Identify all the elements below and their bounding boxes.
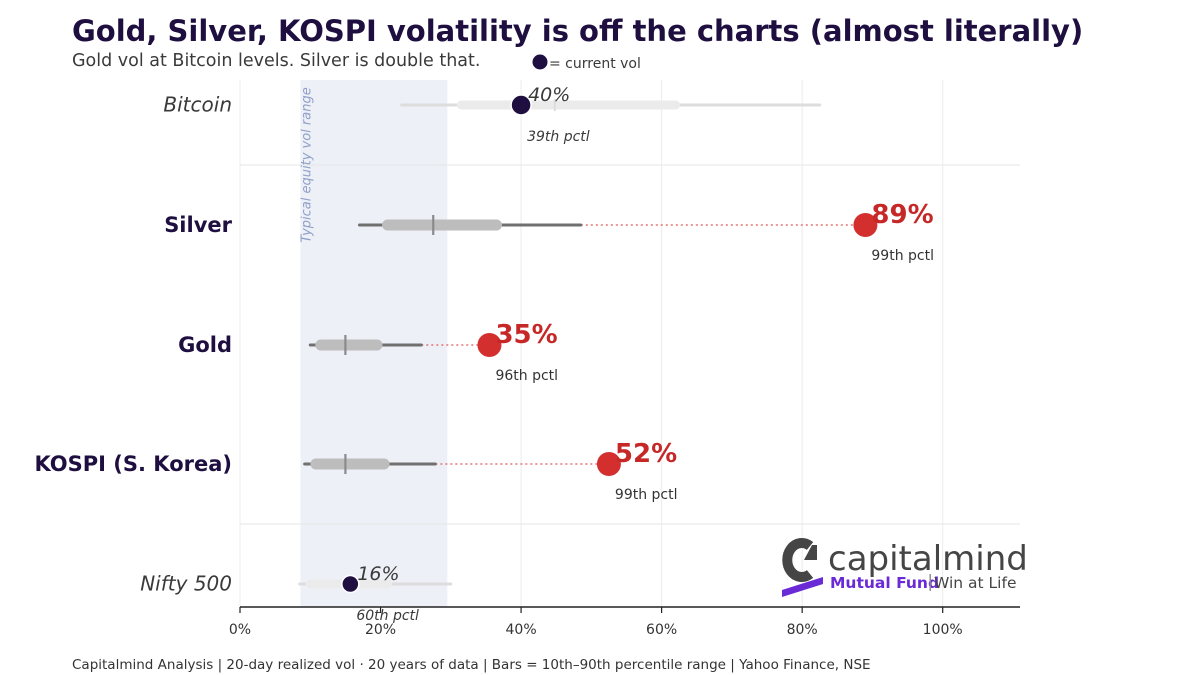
chart-subtitle: Gold vol at Bitcoin levels. Silver is do… (72, 51, 481, 71)
x-tick-label-3: 60% (646, 622, 677, 638)
x-axis: 0% 20% 40% 60% 80% 100% (229, 606, 1020, 638)
current-vol-dot-bitcoin (510, 94, 532, 116)
x-tick-label-5: 100% (923, 622, 963, 638)
x-tick-label-4: 80% (787, 622, 818, 638)
brand-product: Mutual Fund (830, 574, 939, 592)
percentile-label-kospi-s-korea: 99th pctl (615, 487, 678, 503)
brand-swoosh-icon (782, 577, 823, 597)
row-kospi-s-korea: KOSPI (S. Korea) 52% 99th pctl (34, 439, 677, 503)
percentile-label-nifty-500: 60th pctl (356, 608, 419, 624)
category-label-gold: Gold (178, 333, 232, 357)
x-tick-label-0: 0% (229, 622, 251, 638)
percentile-label-gold: 96th pctl (495, 368, 558, 384)
category-label-bitcoin: Bitcoin (163, 93, 232, 117)
category-label-silver: Silver (164, 213, 232, 237)
x-tick-label-1: 20% (365, 622, 396, 638)
current-vol-label-silver: 89% (871, 200, 933, 230)
series-rows: Bitcoin 40% 39th pctl Silver 89% 99th pctl Gol… (34, 84, 934, 624)
volatility-chart: Typical equity vol range Bitcoin 40%39th … (34, 54, 1028, 638)
percentile-label-silver: 99th pctl (871, 248, 934, 264)
brand-name: capitalmind (828, 539, 1028, 579)
category-label-nifty-500: Nifty 500 (140, 572, 232, 596)
current-vol-label-nifty-500: 16% (357, 563, 399, 585)
current-vol-label-gold: 35% (495, 320, 557, 350)
current-vol-dot-nifty-500 (341, 574, 360, 594)
capitalmind-c-mark-icon (782, 538, 817, 582)
row-nifty-500: Nifty 500 16% 60th pctl (140, 563, 453, 624)
chart-footer: Capitalmind Analysis | 20-day realized v… (72, 657, 871, 673)
x-tick-label-2: 40% (506, 622, 537, 638)
row-silver: Silver 89% 99th pctl (164, 200, 934, 264)
current-vol-label-kospi-s-korea: 52% (615, 439, 677, 469)
current-vol-label-bitcoin: 40% (528, 84, 570, 106)
row-bitcoin: Bitcoin 40% 39th pctl (163, 84, 822, 145)
legend-dot (532, 54, 548, 70)
capitalmind-logo: capitalmind Mutual Fund Win at Life (782, 538, 1028, 597)
category-label-kospi-s-korea: KOSPI (S. Korea) (34, 452, 232, 476)
row-separators (240, 164, 1020, 525)
brand-divider (929, 574, 931, 591)
brand-tagline: Win at Life (934, 574, 1016, 592)
current-vol-dot-kospi-s-korea (596, 452, 621, 476)
legend: = current vol (532, 54, 641, 72)
current-vol-dot-gold (477, 333, 502, 357)
legend-label: = current vol (549, 56, 641, 72)
current-vol-dot-silver (853, 213, 878, 237)
row-gold: Gold 35% 96th pctl (178, 320, 558, 384)
chart-title: Gold, Silver, KOSPI volatility is off th… (72, 14, 1084, 48)
percentile-label-bitcoin: 39th pctl (527, 129, 590, 145)
